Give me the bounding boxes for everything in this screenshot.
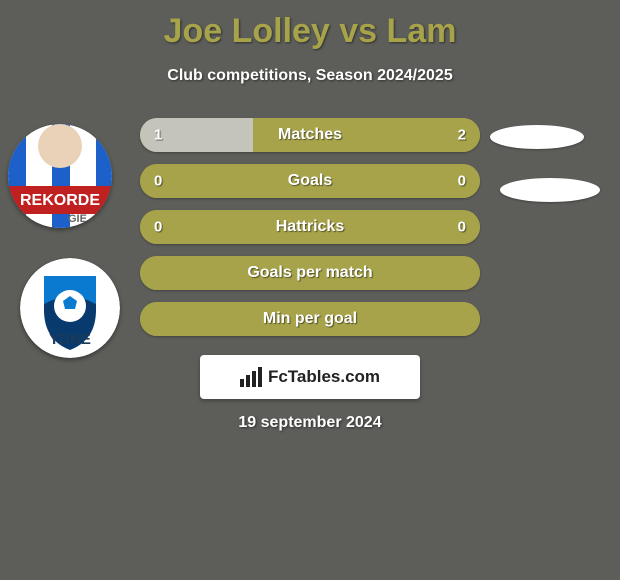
stat-bar: Min per goal (140, 302, 480, 336)
page-title: Joe Lolley vs Lam (0, 0, 620, 51)
stat-label: Matches (140, 126, 480, 144)
right-oval (490, 125, 584, 149)
club-avatar: YDNE (20, 258, 120, 358)
stat-bar: 00Hattricks (140, 210, 480, 244)
stat-label: Goals per match (140, 264, 480, 282)
comparison-infographic: Joe Lolley vs Lam Club competitions, Sea… (0, 0, 620, 580)
stat-label: Hattricks (140, 218, 480, 236)
svg-text:REKORDE: REKORDE (20, 192, 100, 209)
svg-text:GIE: GIE (68, 213, 87, 225)
stat-label: Min per goal (140, 310, 480, 328)
stat-bar: Goals per match (140, 256, 480, 290)
comparison-bars: 12Matches 00Goals 00Hattricks Goals per mat… (140, 118, 480, 348)
brand-badge: FcTables.com (200, 355, 420, 399)
svg-text:YDNE: YDNE (49, 331, 91, 348)
right-oval (500, 178, 600, 202)
subtitle: Club competitions, Season 2024/2025 (0, 67, 620, 85)
date-text: 19 september 2024 (0, 414, 620, 432)
player-avatar: REKORDE GIE (8, 124, 112, 228)
stat-bar: 12Matches (140, 118, 480, 152)
stat-label: Goals (140, 172, 480, 190)
bars-chart-icon (240, 367, 262, 387)
stat-bar: 00Goals (140, 164, 480, 198)
brand-text: FcTables.com (268, 367, 380, 387)
